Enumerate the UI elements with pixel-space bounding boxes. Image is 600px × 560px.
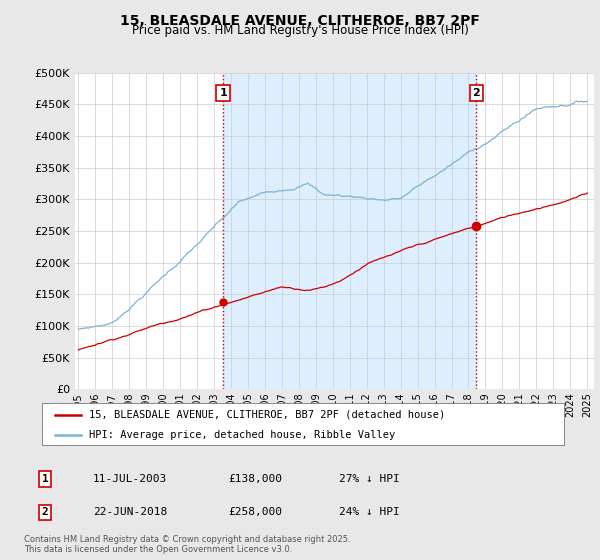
Text: 1: 1 <box>219 88 227 98</box>
Text: 1: 1 <box>41 474 49 484</box>
Text: HPI: Average price, detached house, Ribble Valley: HPI: Average price, detached house, Ribb… <box>89 430 395 440</box>
Text: 24% ↓ HPI: 24% ↓ HPI <box>339 507 400 517</box>
Text: 2: 2 <box>41 507 49 517</box>
Text: 22-JUN-2018: 22-JUN-2018 <box>93 507 167 517</box>
Text: 15, BLEASDALE AVENUE, CLITHEROE, BB7 2PF: 15, BLEASDALE AVENUE, CLITHEROE, BB7 2PF <box>120 14 480 28</box>
Text: £138,000: £138,000 <box>228 474 282 484</box>
Text: 11-JUL-2003: 11-JUL-2003 <box>93 474 167 484</box>
Text: £258,000: £258,000 <box>228 507 282 517</box>
Text: 27% ↓ HPI: 27% ↓ HPI <box>339 474 400 484</box>
Bar <box>223 73 476 389</box>
Text: Contains HM Land Registry data © Crown copyright and database right 2025.
This d: Contains HM Land Registry data © Crown c… <box>24 535 350 554</box>
Text: 15, BLEASDALE AVENUE, CLITHEROE, BB7 2PF (detached house): 15, BLEASDALE AVENUE, CLITHEROE, BB7 2PF… <box>89 409 445 419</box>
Text: 2: 2 <box>473 88 481 98</box>
Text: Price paid vs. HM Land Registry's House Price Index (HPI): Price paid vs. HM Land Registry's House … <box>131 24 469 37</box>
